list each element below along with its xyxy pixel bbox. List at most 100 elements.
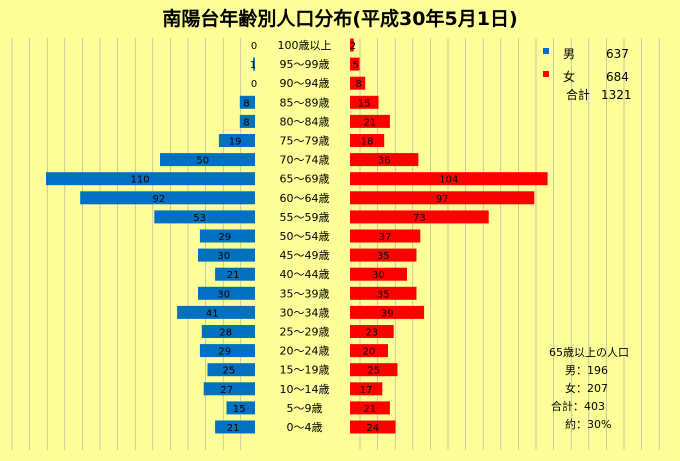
female-value-label: 97 (436, 194, 449, 205)
legend-female-label: 女 (563, 69, 575, 84)
legend-male-label: 男 (563, 47, 575, 61)
female-bar (350, 172, 548, 186)
male-value-label: 92 (153, 194, 166, 205)
legend-female-swatch (543, 71, 549, 77)
age-group-label: 85〜89歳 (280, 96, 330, 109)
female-value-label: 23 (366, 328, 379, 339)
male-value-label: 28 (219, 328, 232, 339)
male-bar (239, 114, 255, 128)
male-bar (239, 95, 255, 109)
female-value-label: 2 (350, 41, 356, 52)
age-group-label: 70〜74歳 (280, 154, 330, 167)
male-bar (253, 57, 255, 71)
age-group-label: 100歳以上 (278, 39, 332, 52)
age-group-label: 35〜39歳 (280, 287, 330, 300)
female-value-label: 5 (353, 60, 359, 71)
age-group-label: 60〜64歳 (280, 192, 330, 205)
male-value-label: 29 (218, 232, 231, 243)
male-value-label: 0 (251, 79, 257, 90)
summary-total: 合計：403 (551, 399, 605, 413)
female-value-label: 17 (360, 385, 373, 396)
female-value-label: 39 (381, 308, 394, 319)
male-bar (160, 153, 255, 167)
elderly-summary: 65歳以上の人口 男：196 女：207 合計：403 約：30% (549, 346, 629, 431)
male-bar (46, 172, 255, 186)
summary-male: 男：196 (565, 364, 608, 377)
legend-male-total: 637 (606, 47, 629, 61)
female-bar (350, 305, 425, 319)
male-value-label: 21 (227, 423, 240, 434)
female-bar (350, 267, 407, 281)
female-bar (350, 38, 354, 52)
male-value-label: 8 (243, 98, 249, 109)
male-value-label: 30 (217, 251, 230, 262)
female-bar (350, 134, 385, 147)
female-bar (350, 76, 366, 90)
female-bar (350, 114, 390, 128)
male-bar (199, 344, 255, 358)
age-group-label: 65〜69歳 (280, 173, 330, 186)
summary-ratio: 約：30% (565, 417, 611, 431)
female-bar (350, 153, 419, 167)
female-bar (350, 229, 421, 243)
age-group-label: 90〜94歳 (280, 77, 330, 90)
legend: 男 637 女 684 合計 1321 (543, 47, 632, 102)
male-bar (177, 305, 255, 319)
female-value-label: 20 (363, 347, 376, 358)
female-bar (350, 286, 417, 300)
age-group-label: 50〜54歳 (280, 230, 330, 243)
male-bar (199, 229, 255, 243)
age-group-label: 95〜99歳 (280, 58, 330, 71)
female-bar (350, 401, 390, 415)
male-value-label: 53 (193, 213, 206, 224)
female-value-label: 21 (364, 117, 377, 128)
female-bar (350, 210, 489, 224)
age-group-label: 30〜34歳 (280, 306, 330, 319)
male-value-label: 25 (223, 366, 236, 377)
age-group-label: 80〜84歳 (280, 115, 330, 128)
male-bar (207, 363, 255, 377)
legend-female-total: 684 (606, 70, 629, 84)
female-bar (350, 191, 535, 205)
male-value-label: 0 (251, 41, 257, 52)
male-value-label: 1 (250, 60, 256, 71)
legend-total-value: 1321 (601, 88, 632, 102)
female-bar (350, 248, 417, 262)
female-value-label: 21 (364, 404, 377, 415)
legend-total-label: 合計 (566, 87, 590, 102)
female-value-label: 18 (361, 137, 374, 148)
age-group-label: 75〜79歳 (280, 135, 330, 148)
male-value-label: 19 (229, 137, 242, 148)
female-value-label: 35 (377, 251, 390, 262)
age-group-label: 10〜14歳 (280, 383, 330, 396)
female-value-label: 25 (367, 366, 380, 377)
age-group-label: 25〜29歳 (280, 326, 330, 339)
female-value-label: 35 (377, 289, 390, 300)
female-bar (350, 57, 360, 71)
female-value-label: 104 (439, 175, 458, 186)
age-group-label: 55〜59歳 (280, 211, 330, 224)
female-value-label: 73 (413, 213, 426, 224)
legend-male-swatch (543, 48, 549, 54)
grid-lines (11, 38, 660, 450)
female-bar (350, 382, 383, 396)
age-group-label: 40〜44歳 (280, 268, 330, 281)
male-value-label: 21 (227, 270, 240, 281)
female-bar (350, 344, 388, 358)
male-bar (198, 286, 255, 300)
male-bar (80, 191, 255, 205)
age-group-label: 45〜49歳 (280, 249, 330, 262)
female-bar (350, 95, 379, 109)
male-value-label: 27 (220, 385, 233, 396)
female-value-label: 30 (372, 270, 385, 281)
female-value-label: 15 (358, 98, 371, 109)
male-value-label: 30 (217, 289, 230, 300)
male-value-label: 8 (243, 117, 249, 128)
male-value-label: 50 (196, 156, 209, 167)
summary-heading: 65歳以上の人口 (549, 346, 629, 359)
chart-title: 南陽台年齢別人口分布(平成30年5月1日) (162, 7, 517, 30)
female-value-label: 24 (366, 423, 379, 434)
female-bar (350, 363, 398, 377)
